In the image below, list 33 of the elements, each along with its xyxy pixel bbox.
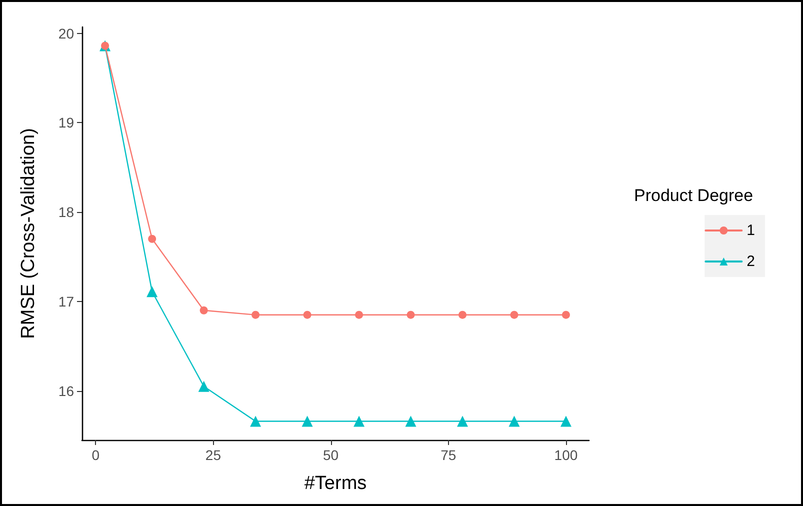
point bbox=[510, 310, 518, 319]
legend-label: 2 bbox=[746, 253, 755, 270]
point bbox=[355, 310, 364, 319]
y-axis-title: RMSE (Cross-Validation) bbox=[18, 128, 39, 339]
y-tick-label: 17 bbox=[58, 293, 74, 310]
x-tick-label: 0 bbox=[92, 447, 100, 463]
point bbox=[302, 416, 313, 427]
point bbox=[252, 310, 260, 319]
point bbox=[560, 416, 572, 427]
y-tick-label: 20 bbox=[58, 25, 74, 42]
legend-label: 1 bbox=[746, 222, 755, 239]
y-tick-label: 16 bbox=[58, 382, 74, 399]
y-tick-label: 19 bbox=[58, 114, 74, 131]
x-tick-label: 25 bbox=[205, 447, 222, 463]
point bbox=[250, 416, 262, 427]
point bbox=[198, 380, 210, 392]
point bbox=[508, 416, 520, 427]
x-tick-label: 50 bbox=[323, 447, 339, 463]
y-tick-label: 18 bbox=[58, 204, 74, 220]
point bbox=[303, 310, 312, 319]
point bbox=[406, 310, 415, 319]
legend-title: Product Degree bbox=[634, 186, 754, 205]
point bbox=[146, 286, 158, 298]
point bbox=[456, 416, 468, 427]
point bbox=[458, 310, 466, 319]
point bbox=[200, 306, 208, 314]
x-axis-title: #Terms bbox=[304, 473, 367, 494]
x-tick-label: 75 bbox=[440, 447, 456, 463]
point bbox=[562, 310, 570, 319]
point bbox=[405, 416, 416, 427]
point bbox=[354, 416, 365, 427]
x-tick-label: 100 bbox=[554, 447, 578, 463]
point bbox=[148, 234, 156, 243]
